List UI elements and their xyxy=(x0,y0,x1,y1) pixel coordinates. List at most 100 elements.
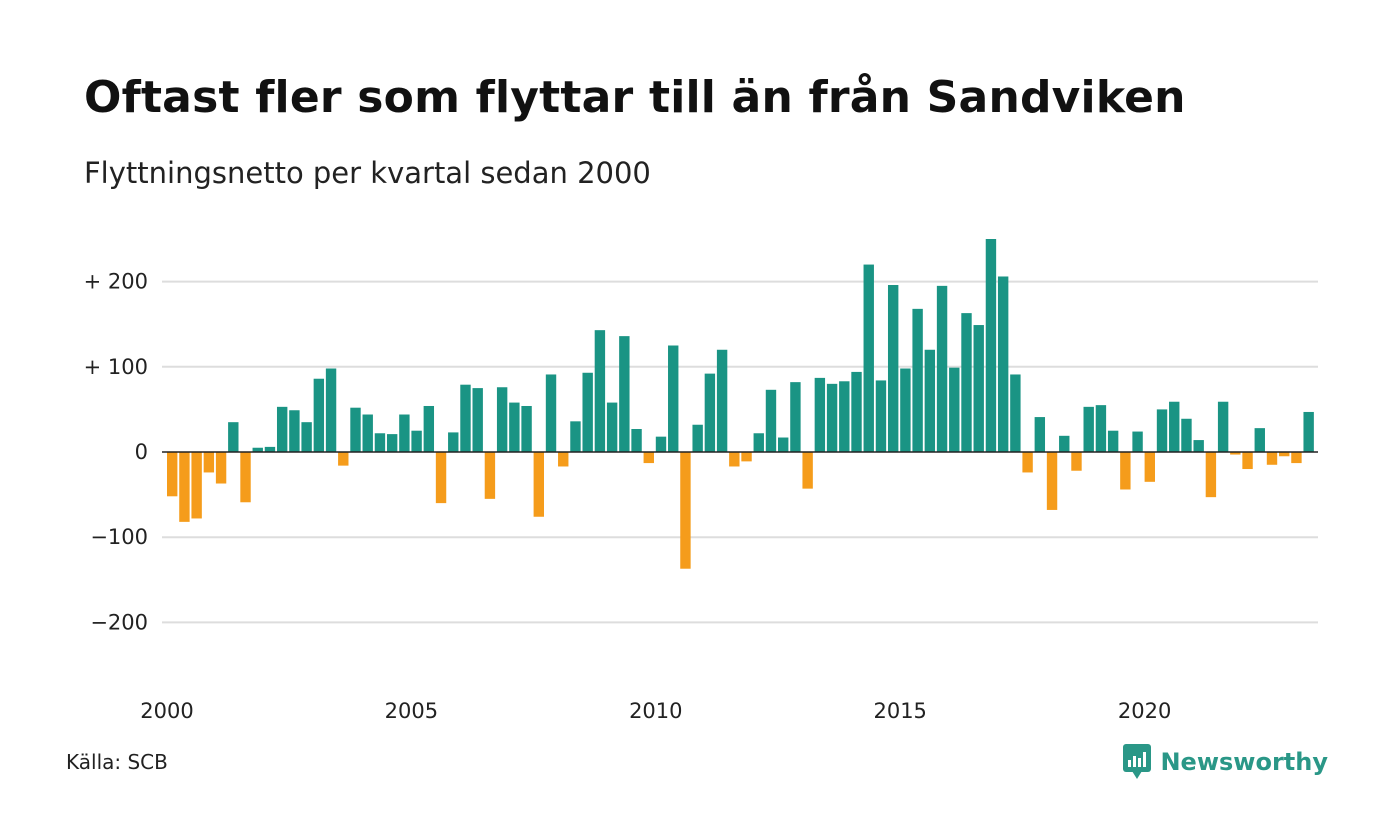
bar xyxy=(1303,411,1314,452)
bar xyxy=(374,433,386,452)
bar xyxy=(533,452,544,517)
bar xyxy=(582,372,593,452)
bar xyxy=(887,285,899,452)
bar xyxy=(680,452,691,569)
bar xyxy=(496,387,508,452)
bar xyxy=(1156,409,1168,452)
bar xyxy=(606,402,618,452)
bar xyxy=(1144,452,1155,482)
bar xyxy=(1242,452,1253,470)
bar xyxy=(215,452,227,484)
bar xyxy=(252,447,263,452)
bar xyxy=(1181,418,1192,452)
bar xyxy=(240,452,251,503)
bar xyxy=(668,345,679,452)
bar xyxy=(509,402,520,452)
bar xyxy=(790,382,801,452)
bar xyxy=(753,433,764,452)
bar xyxy=(1254,428,1265,452)
bar xyxy=(472,388,483,452)
bar xyxy=(985,239,997,452)
bar xyxy=(814,377,826,452)
bar xyxy=(692,424,703,452)
bar xyxy=(973,325,984,452)
y-tick-label: + 100 xyxy=(84,355,148,379)
bar xyxy=(228,422,239,452)
bar xyxy=(1034,417,1046,452)
bar xyxy=(594,330,606,452)
bar xyxy=(1266,452,1278,465)
bar xyxy=(1132,431,1143,452)
bar xyxy=(350,407,361,452)
bar xyxy=(484,452,496,499)
bar xyxy=(423,405,435,452)
bar xyxy=(191,452,202,519)
bar xyxy=(997,276,1009,452)
bar xyxy=(1291,452,1302,464)
bar xyxy=(1010,374,1021,452)
bar xyxy=(1095,405,1107,452)
bar xyxy=(1230,452,1241,455)
bar xyxy=(521,405,532,452)
x-tick-label: 2005 xyxy=(385,699,438,723)
bar xyxy=(924,349,936,452)
chart-title: Oftast fler som flyttar till än från San… xyxy=(84,72,1186,123)
bar xyxy=(802,452,813,489)
bar xyxy=(570,421,581,452)
bar xyxy=(325,368,337,452)
bar xyxy=(1120,452,1131,490)
y-tick-label: 0 xyxy=(135,440,148,464)
bar xyxy=(1205,452,1217,498)
bar xyxy=(276,406,288,452)
bar xyxy=(399,414,410,452)
bar xyxy=(1022,452,1033,473)
bar xyxy=(362,414,373,452)
bar xyxy=(851,371,862,452)
x-tick-label: 2015 xyxy=(873,699,926,723)
bar xyxy=(301,422,312,452)
bar xyxy=(448,432,459,452)
y-tick-label: + 200 xyxy=(84,270,148,294)
bars xyxy=(167,239,1314,569)
y-tick-label: −100 xyxy=(90,525,148,549)
bar xyxy=(1071,452,1082,471)
bar xyxy=(765,389,777,452)
newsworthy-logo-icon xyxy=(1123,744,1152,779)
bar xyxy=(949,367,960,452)
bar xyxy=(778,437,789,452)
bar xyxy=(435,452,447,504)
bar xyxy=(1059,435,1070,452)
bar xyxy=(631,429,642,452)
bar xyxy=(1083,406,1094,452)
bar xyxy=(716,349,728,452)
bar xyxy=(1279,452,1290,457)
bar xyxy=(863,264,874,452)
bar xyxy=(264,446,276,452)
bar xyxy=(1217,401,1229,452)
bar xyxy=(289,410,300,452)
bar xyxy=(741,452,752,462)
bar xyxy=(545,374,557,452)
bar xyxy=(826,383,838,452)
bar xyxy=(167,452,178,497)
brand-name: Newsworthy xyxy=(1160,748,1328,776)
y-axis-ticks: + 200 + 100 0 −100 −200 xyxy=(84,270,148,635)
bar xyxy=(729,452,740,467)
bar xyxy=(875,380,887,452)
x-tick-label: 2020 xyxy=(1118,699,1171,723)
bar xyxy=(839,381,850,452)
chart-subtitle: Flyttningsnetto per kvartal sedan 2000 xyxy=(84,156,651,190)
newsworthy-logo: Newsworthy xyxy=(1122,742,1328,782)
bar xyxy=(179,452,190,522)
bar xyxy=(961,313,972,452)
bar xyxy=(203,452,215,473)
grid-lines xyxy=(162,280,1318,624)
bar xyxy=(655,436,667,452)
x-axis-ticks: 2000 2005 2010 2015 2020 xyxy=(140,699,1171,723)
bar xyxy=(1046,452,1058,510)
bar xyxy=(313,378,325,452)
y-tick-label: −200 xyxy=(90,610,148,634)
bar xyxy=(1169,401,1180,452)
bar xyxy=(1193,440,1204,452)
